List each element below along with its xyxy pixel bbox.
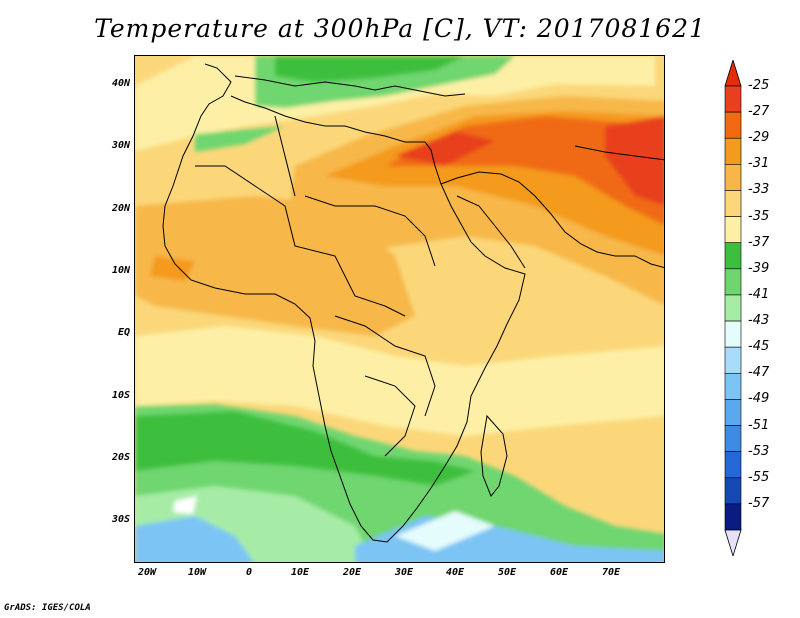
madagascar <box>480 414 508 497</box>
field-west-africa <box>135 196 415 336</box>
internal-border-4 <box>364 375 416 457</box>
colorbar-swatch <box>724 503 742 531</box>
lon-label-20e: 20E <box>342 567 362 578</box>
colorbar-label: -51 <box>748 417 770 433</box>
field-west-spot <box>150 256 195 281</box>
africa-coastline <box>162 63 526 543</box>
internal-border-1 <box>195 165 406 317</box>
colorbar-label: -33 <box>748 182 770 198</box>
colorbar-swatch <box>724 137 742 165</box>
map-title: Temperature at 300hPa [C], VT: 201708162… <box>94 14 706 43</box>
colorbar-swatch <box>724 372 742 400</box>
field-hot-spot-2 <box>605 116 664 206</box>
internal-border-3 <box>334 315 436 417</box>
colorbar-label: -25 <box>748 78 770 93</box>
colorbar-top-arrow <box>724 60 742 87</box>
lon-label-10e: 10E <box>290 567 310 578</box>
colorbar-swatch <box>724 451 742 479</box>
colorbar <box>724 60 742 556</box>
colorbar-label: -55 <box>748 469 770 485</box>
mediterranean-north-coast <box>234 75 466 97</box>
grads-credit: GrADS: IGES/COLA <box>4 603 91 613</box>
colorbar-label: -43 <box>748 313 770 329</box>
internal-border-5 <box>274 115 296 197</box>
field-south-blue-west <box>135 516 254 562</box>
temperature-map <box>134 55 665 563</box>
colorbar-swatch <box>724 399 742 426</box>
field-south-cyan <box>395 511 495 551</box>
lat-label-30s: 30S <box>111 514 130 525</box>
colorbar-swatch <box>724 190 742 217</box>
colorbar-swatch <box>724 242 742 270</box>
lon-label-60e: 60E <box>549 567 569 578</box>
field-south-pale-spot <box>173 496 197 514</box>
field-hot-spot-1 <box>395 131 495 166</box>
lon-label-40e: 40E <box>445 567 465 578</box>
colorbar-swatch <box>724 346 742 374</box>
lon-label-30e: 30E <box>394 567 414 578</box>
colorbar-label: -45 <box>748 339 770 355</box>
temperature-field <box>135 56 664 562</box>
lon-label-50e: 50E <box>497 567 517 578</box>
colorbar-swatch <box>724 268 742 296</box>
colorbar-label: -41 <box>748 286 770 302</box>
colorbar-swatch <box>724 294 742 322</box>
asia-border <box>574 145 664 161</box>
colorbar-label: -53 <box>748 443 770 459</box>
colorbar-swatch <box>724 216 742 244</box>
colorbar-swatch <box>724 164 742 191</box>
lat-label-10s: 10S <box>111 390 130 401</box>
colorbar-label: -35 <box>748 208 770 224</box>
field-south-dark-green <box>135 411 475 486</box>
coastlines <box>162 63 664 543</box>
lat-label-20n: 20N <box>111 203 130 214</box>
field-band-north-dark-green <box>275 56 465 82</box>
colorbar-label: -27 <box>748 104 770 120</box>
colorbar-swatch <box>724 425 742 452</box>
lat-label-20s: 20S <box>111 452 130 463</box>
colorbar-swatch <box>724 477 742 505</box>
colorbar-label: -57 <box>748 495 770 511</box>
colorbar-bottom-arrow <box>724 529 742 556</box>
lon-label-0: 0 <box>245 567 253 578</box>
internal-border-2 <box>304 195 436 267</box>
colorbar-swatch <box>724 85 742 113</box>
colorbar-swatch <box>724 320 742 348</box>
colorbar-label: -47 <box>748 365 770 381</box>
lat-label-30n: 30N <box>111 140 130 151</box>
lon-label-70e: 70E <box>601 567 621 578</box>
field-equatorial-pale <box>135 326 664 436</box>
colorbar-label: -31 <box>748 156 770 172</box>
lon-label-20w: 20W <box>137 567 157 578</box>
arabia-coastline <box>440 171 664 268</box>
field-band-west-green <box>195 126 285 152</box>
lon-label-10w: 10W <box>187 567 207 578</box>
colorbar-label: -39 <box>748 260 770 276</box>
colorbar-label: -29 <box>748 130 770 146</box>
red-sea-coast <box>456 195 526 269</box>
lat-label-10n: 10N <box>111 265 130 276</box>
colorbar-label: -49 <box>748 391 770 407</box>
colorbar-swatch <box>724 111 742 139</box>
lat-label-eq: EQ <box>117 327 130 338</box>
colorbar-label: -37 <box>748 234 770 250</box>
lat-label-40n: 40N <box>111 78 130 89</box>
